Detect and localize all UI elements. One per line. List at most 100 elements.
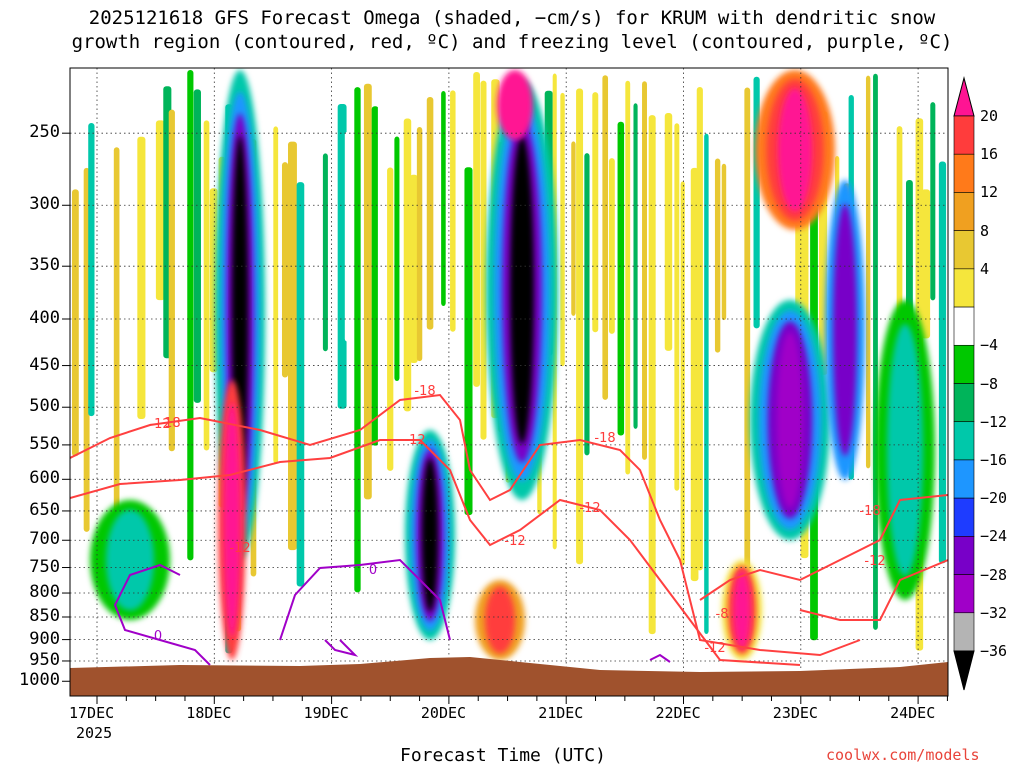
x-axis-title: Forecast Time (UTC)	[400, 745, 606, 766]
omega-column	[377, 83, 387, 615]
omega-column	[737, 181, 744, 396]
red-contour-label: -12	[579, 501, 600, 516]
red-contour-label: -18	[414, 384, 435, 399]
omega-column	[690, 167, 699, 582]
colorbar-swatch	[953, 574, 975, 614]
omega-column	[72, 189, 79, 457]
colorbar-label: −28	[980, 565, 1008, 584]
colorbar-swatch	[953, 383, 975, 423]
x-tick-label: 22DEC	[655, 704, 701, 722]
omega-column	[441, 90, 446, 307]
omega-column	[264, 180, 269, 637]
omega-column	[930, 102, 936, 301]
plot-frame	[69, 67, 949, 697]
omega-column	[322, 153, 328, 352]
colorbar-label: 12	[980, 183, 999, 202]
purple-contour	[113, 563, 211, 666]
colorbar-label: 8	[980, 221, 990, 240]
y-tick-label: 450	[29, 354, 60, 375]
red-contour-label: -12	[404, 433, 425, 448]
colorbar-label: 4	[980, 259, 990, 278]
y-ticks	[62, 132, 70, 682]
red-contour-label: -12	[149, 417, 170, 432]
colorbar-swatch	[953, 192, 975, 231]
red-contour	[799, 559, 948, 621]
colorbar-swatch	[953, 344, 975, 384]
omega-column	[696, 86, 703, 571]
omega-column	[403, 118, 412, 412]
omega-column	[938, 161, 947, 564]
x-tick-label: 23DEC	[772, 704, 818, 722]
omega-feature	[106, 509, 154, 611]
y-tick-label: 550	[29, 433, 60, 454]
omega-column	[98, 181, 106, 574]
omega-column	[187, 70, 194, 561]
y-tick-label: 250	[29, 122, 60, 143]
red-contour-label: -12	[504, 534, 525, 549]
y-tick-label: 350	[29, 255, 60, 276]
y-tick-label: 950	[29, 649, 60, 670]
omega-column	[680, 181, 685, 566]
credit-link[interactable]: coolwx.com/models	[826, 746, 980, 764]
colorbar-label: 20	[980, 107, 999, 125]
colorbar-label: −4	[980, 336, 999, 355]
colorbar-swatch	[953, 268, 975, 308]
omega-feature	[776, 332, 804, 508]
x-tick-label: 19DEC	[303, 704, 349, 722]
omega-column	[296, 182, 305, 587]
x-year-label: 2025	[76, 724, 113, 742]
omega-column	[344, 131, 354, 342]
y-tick-label: 850	[29, 606, 60, 626]
omega-feature	[733, 571, 751, 649]
omega-column	[137, 136, 146, 419]
omega-column	[648, 115, 656, 635]
omega-column	[674, 123, 680, 491]
purple-contour-label: 0	[369, 563, 377, 578]
colorbar-swatch	[953, 115, 975, 155]
omega-column	[363, 83, 372, 500]
omega-column	[168, 109, 175, 452]
x-ticks	[96, 696, 948, 704]
omega-column	[617, 121, 625, 436]
omega-column	[571, 141, 576, 316]
colorbar-label: −20	[980, 489, 1008, 508]
y-tick-label: 700	[29, 529, 60, 550]
omega-column	[281, 162, 289, 378]
omega-column	[714, 158, 721, 353]
omega-column	[633, 103, 638, 429]
x-tick-label: 21DEC	[538, 704, 584, 722]
colorbar-label: −16	[980, 450, 1008, 469]
omega-column	[273, 126, 279, 464]
colorbar-swatch	[953, 536, 975, 575]
colorbar-label: −8	[980, 374, 999, 393]
omega-column	[329, 165, 337, 342]
purple-contour	[279, 558, 451, 641]
x-tick-label: 18DEC	[186, 704, 232, 722]
colorbar-label: 16	[980, 145, 999, 164]
red-contour-label: -18	[159, 416, 180, 431]
y-tick-label: 400	[29, 307, 60, 328]
red-contour	[70, 393, 861, 657]
omega-column	[146, 149, 152, 479]
colorbar-swatch	[953, 459, 975, 499]
omega-feature	[223, 402, 241, 638]
omega-feature	[510, 136, 534, 444]
y-tick-label: 500	[29, 396, 60, 417]
omega-column	[305, 124, 312, 402]
red-contour	[70, 439, 801, 666]
colorbar-swatch	[953, 153, 975, 193]
omega-column	[608, 158, 615, 334]
omega-column	[728, 160, 735, 477]
omega-column	[592, 92, 599, 333]
colorbar-bottom-triangle	[953, 650, 975, 691]
red-contour	[699, 494, 948, 601]
omega-column	[464, 167, 473, 516]
chart-title-line2: growth region (contoured, red, ºC) and f…	[71, 31, 953, 53]
omega-column	[409, 174, 418, 363]
omega-column	[656, 128, 661, 594]
omega-column	[193, 89, 201, 403]
omega-column	[642, 81, 647, 460]
